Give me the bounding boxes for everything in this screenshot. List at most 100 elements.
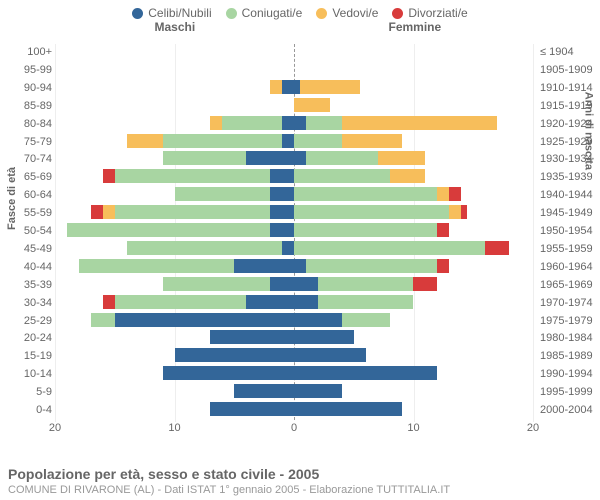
- pyramid-row: [55, 169, 533, 185]
- segment-single: [270, 169, 294, 183]
- x-tick-label: 10: [168, 422, 180, 434]
- footer: Popolazione per età, sesso e stato civil…: [8, 466, 592, 496]
- segment-married: [294, 169, 390, 183]
- bar-male: [127, 134, 294, 148]
- y-axis-title-right: Anni di nascita: [582, 92, 594, 170]
- birth-label: 1970-1974: [540, 295, 598, 311]
- bar-male: [91, 313, 294, 327]
- segment-single: [246, 151, 294, 165]
- segment-single: [270, 277, 294, 291]
- bar-male: [103, 295, 294, 309]
- segment-single: [294, 116, 306, 130]
- bar-male: [175, 348, 295, 362]
- bar-female: [294, 116, 497, 130]
- bar-female: [294, 80, 360, 94]
- pyramid-row: [55, 366, 533, 382]
- bar-male: [175, 187, 294, 201]
- age-label: 80-84: [0, 116, 52, 132]
- segment-divorced: [413, 277, 437, 291]
- age-label: 10-14: [0, 366, 52, 382]
- segment-divorced: [437, 223, 449, 237]
- pyramid-row: [55, 330, 533, 346]
- legend-dot: [392, 8, 403, 19]
- segment-single: [234, 259, 294, 273]
- segment-widowed: [270, 80, 282, 94]
- pyramid-row: [55, 62, 533, 78]
- x-tick-label: 10: [407, 422, 419, 434]
- chart-title: Popolazione per età, sesso e stato civil…: [8, 466, 592, 482]
- bar-female: [294, 98, 330, 112]
- segment-single: [115, 313, 294, 327]
- segment-married: [294, 134, 342, 148]
- gridline: [533, 44, 534, 422]
- age-labels: 100+95-9990-9485-8980-8475-7970-7465-696…: [0, 44, 52, 440]
- segment-married: [115, 205, 270, 219]
- segment-married: [115, 295, 246, 309]
- header-female: Femmine: [389, 20, 442, 34]
- bar-male: [163, 151, 294, 165]
- birth-label: 1950-1954: [540, 223, 598, 239]
- x-tick-label: 20: [527, 422, 539, 434]
- age-label: 20-24: [0, 330, 52, 346]
- segment-single: [282, 241, 294, 255]
- segment-widowed: [390, 169, 426, 183]
- y-axis-title-left: Fasce di età: [6, 167, 18, 230]
- birth-label: 1955-1959: [540, 241, 598, 257]
- segment-married: [318, 295, 414, 309]
- age-label: 40-44: [0, 259, 52, 275]
- pyramid-row: [55, 187, 533, 203]
- birth-label: 1965-1969: [540, 277, 598, 293]
- segment-single: [294, 295, 318, 309]
- age-label: 85-89: [0, 98, 52, 114]
- legend-item: Celibi/Nubili: [132, 6, 211, 20]
- segment-married: [294, 223, 437, 237]
- bar-female: [294, 348, 366, 362]
- bar-male: [163, 277, 294, 291]
- legend-label: Celibi/Nubili: [148, 6, 211, 20]
- segment-widowed: [342, 134, 402, 148]
- segment-single: [294, 330, 354, 344]
- age-label: 30-34: [0, 295, 52, 311]
- segment-single: [282, 134, 294, 148]
- age-label: 75-79: [0, 134, 52, 150]
- segment-married: [163, 134, 283, 148]
- segment-married: [222, 116, 282, 130]
- birth-label: 1975-1979: [540, 313, 598, 329]
- segment-divorced: [485, 241, 509, 255]
- bar-male: [270, 80, 294, 94]
- bar-female: [294, 259, 449, 273]
- bar-male: [127, 241, 294, 255]
- segment-single: [294, 259, 306, 273]
- sex-headers: Maschi Femmine: [0, 20, 600, 38]
- bar-male: [103, 169, 294, 183]
- segment-single: [270, 187, 294, 201]
- pyramid-row: [55, 134, 533, 150]
- bar-female: [294, 169, 425, 183]
- segment-widowed: [300, 80, 360, 94]
- age-label: 15-19: [0, 348, 52, 364]
- segment-widowed: [127, 134, 163, 148]
- segment-married: [342, 313, 390, 327]
- legend-dot: [316, 8, 327, 19]
- bar-male: [210, 116, 294, 130]
- segment-married: [79, 259, 234, 273]
- plot-area: [55, 44, 533, 440]
- segment-widowed: [378, 151, 426, 165]
- segment-single: [234, 384, 294, 398]
- segment-widowed: [342, 116, 497, 130]
- segment-divorced: [461, 205, 467, 219]
- x-tick-label: 20: [49, 422, 61, 434]
- bar-female: [294, 223, 449, 237]
- pyramid-row: [55, 116, 533, 132]
- pyramid-row: [55, 259, 533, 275]
- legend-dot: [132, 8, 143, 19]
- segment-single: [246, 295, 294, 309]
- segment-married: [294, 187, 437, 201]
- legend-label: Vedovi/e: [332, 6, 378, 20]
- bar-female: [294, 277, 437, 291]
- segment-single: [210, 402, 294, 416]
- segment-single: [210, 330, 294, 344]
- legend-dot: [226, 8, 237, 19]
- segment-divorced: [437, 259, 449, 273]
- segment-married: [294, 205, 449, 219]
